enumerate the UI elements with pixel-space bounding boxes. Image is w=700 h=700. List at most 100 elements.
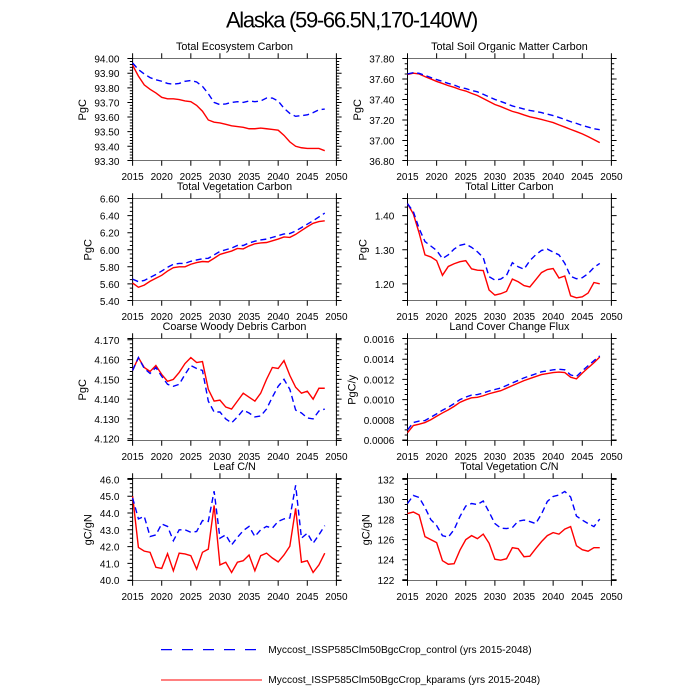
svg-text:2040: 2040 — [542, 172, 565, 183]
svg-text:2025: 2025 — [180, 452, 203, 463]
svg-text:2045: 2045 — [296, 172, 319, 183]
svg-text:2050: 2050 — [600, 592, 623, 603]
svg-text:PgC: PgC — [358, 239, 370, 260]
svg-text:43.0: 43.0 — [100, 526, 120, 537]
svg-text:PgC: PgC — [83, 239, 95, 260]
svg-text:2050: 2050 — [600, 312, 623, 323]
svg-text:2030: 2030 — [209, 452, 232, 463]
svg-text:2045: 2045 — [296, 592, 319, 603]
svg-text:2050: 2050 — [600, 452, 623, 463]
svg-text:2025: 2025 — [455, 452, 478, 463]
svg-text:93.80: 93.80 — [94, 84, 119, 95]
svg-text:Myccost_ISSP585Clm50BgcCrop_kp: Myccost_ISSP585Clm50BgcCrop_kparams (yrs… — [268, 675, 540, 686]
svg-text:Land Cover Change Flux: Land Cover Change Flux — [449, 321, 570, 333]
svg-text:37.60: 37.60 — [369, 75, 394, 86]
svg-text:2040: 2040 — [267, 592, 290, 603]
svg-text:2020: 2020 — [151, 452, 174, 463]
svg-text:37.80: 37.80 — [369, 55, 394, 66]
svg-text:2025: 2025 — [455, 592, 478, 603]
svg-text:130: 130 — [378, 495, 395, 506]
svg-text:2020: 2020 — [425, 592, 448, 603]
svg-text:gC/gN: gC/gN — [83, 514, 95, 545]
svg-text:0.0012: 0.0012 — [364, 375, 395, 386]
svg-text:2015: 2015 — [396, 312, 419, 323]
svg-text:Total Soil Organic Matter Carb: Total Soil Organic Matter Carbon — [431, 41, 588, 53]
svg-text:37.40: 37.40 — [369, 96, 394, 107]
svg-text:2020: 2020 — [425, 172, 448, 183]
svg-text:4.150: 4.150 — [94, 375, 119, 386]
svg-text:2020: 2020 — [151, 592, 174, 603]
svg-text:2045: 2045 — [571, 452, 594, 463]
svg-text:5.60: 5.60 — [100, 280, 120, 291]
svg-text:2025: 2025 — [180, 312, 203, 323]
svg-text:2050: 2050 — [325, 172, 348, 183]
svg-text:Total Litter Carbon: Total Litter Carbon — [465, 181, 553, 193]
svg-text:2015: 2015 — [121, 172, 144, 183]
svg-text:2035: 2035 — [238, 592, 261, 603]
svg-text:2020: 2020 — [151, 172, 174, 183]
svg-text:6.00: 6.00 — [100, 246, 120, 257]
svg-text:93.30: 93.30 — [94, 157, 119, 168]
svg-text:6.20: 6.20 — [100, 229, 120, 240]
svg-text:2020: 2020 — [151, 312, 174, 323]
svg-text:2045: 2045 — [571, 312, 594, 323]
svg-text:93.60: 93.60 — [94, 113, 119, 124]
svg-text:44.0: 44.0 — [100, 509, 120, 520]
svg-text:2035: 2035 — [513, 312, 536, 323]
svg-text:2025: 2025 — [455, 172, 478, 183]
svg-text:40.0: 40.0 — [100, 576, 120, 587]
svg-text:2020: 2020 — [425, 452, 448, 463]
svg-text:2030: 2030 — [209, 172, 232, 183]
svg-text:2050: 2050 — [325, 592, 348, 603]
svg-text:2045: 2045 — [571, 172, 594, 183]
svg-text:41.0: 41.0 — [100, 559, 120, 570]
svg-text:4.140: 4.140 — [94, 395, 119, 406]
svg-text:126: 126 — [378, 536, 395, 547]
svg-text:36.80: 36.80 — [369, 157, 394, 168]
svg-text:124: 124 — [378, 556, 395, 567]
svg-text:2045: 2045 — [296, 452, 319, 463]
svg-text:2040: 2040 — [542, 312, 565, 323]
svg-text:4.120: 4.120 — [94, 435, 119, 446]
svg-text:93.50: 93.50 — [94, 128, 119, 139]
svg-text:1.40: 1.40 — [375, 212, 395, 223]
svg-text:2040: 2040 — [267, 172, 290, 183]
svg-text:Total Vegetation Carbon: Total Vegetation Carbon — [177, 181, 292, 193]
svg-text:Leaf C/N: Leaf C/N — [213, 461, 256, 473]
svg-text:46.0: 46.0 — [100, 475, 120, 486]
svg-text:2050: 2050 — [325, 452, 348, 463]
svg-text:PgC: PgC — [352, 99, 364, 120]
svg-text:5.80: 5.80 — [100, 263, 120, 274]
svg-text:4.160: 4.160 — [94, 356, 119, 367]
svg-text:2030: 2030 — [484, 312, 507, 323]
svg-text:Coarse Woody Debris Carbon: Coarse Woody Debris Carbon — [163, 321, 307, 333]
svg-text:2050: 2050 — [325, 312, 348, 323]
svg-text:122: 122 — [378, 576, 395, 587]
svg-text:93.40: 93.40 — [94, 142, 119, 153]
svg-text:2015: 2015 — [121, 452, 144, 463]
svg-text:PgC/y: PgC/y — [347, 374, 359, 404]
svg-text:2030: 2030 — [484, 592, 507, 603]
svg-text:0.0006: 0.0006 — [364, 436, 395, 447]
svg-text:4.170: 4.170 — [94, 336, 119, 347]
svg-text:0.0010: 0.0010 — [364, 396, 395, 407]
svg-text:Total Vegetation C/N: Total Vegetation C/N — [460, 461, 558, 473]
svg-text:4.130: 4.130 — [94, 415, 119, 426]
svg-text:2035: 2035 — [238, 172, 261, 183]
svg-text:1.20: 1.20 — [375, 280, 395, 291]
svg-text:2015: 2015 — [396, 452, 419, 463]
svg-text:94.00: 94.00 — [94, 55, 119, 66]
svg-text:93.90: 93.90 — [94, 69, 119, 80]
svg-text:PgC: PgC — [77, 99, 89, 120]
svg-text:2015: 2015 — [396, 592, 419, 603]
svg-text:0.0016: 0.0016 — [364, 335, 395, 346]
svg-text:42.0: 42.0 — [100, 543, 120, 554]
svg-text:Myccost_ISSP585Clm50BgcCrop_co: Myccost_ISSP585Clm50BgcCrop_control (yrs… — [268, 645, 531, 656]
svg-text:2040: 2040 — [542, 592, 565, 603]
svg-text:2020: 2020 — [425, 312, 448, 323]
svg-text:0.0008: 0.0008 — [364, 416, 395, 427]
svg-text:2035: 2035 — [238, 312, 261, 323]
svg-text:2035: 2035 — [513, 592, 536, 603]
svg-text:2015: 2015 — [396, 172, 419, 183]
svg-text:6.60: 6.60 — [100, 195, 120, 206]
